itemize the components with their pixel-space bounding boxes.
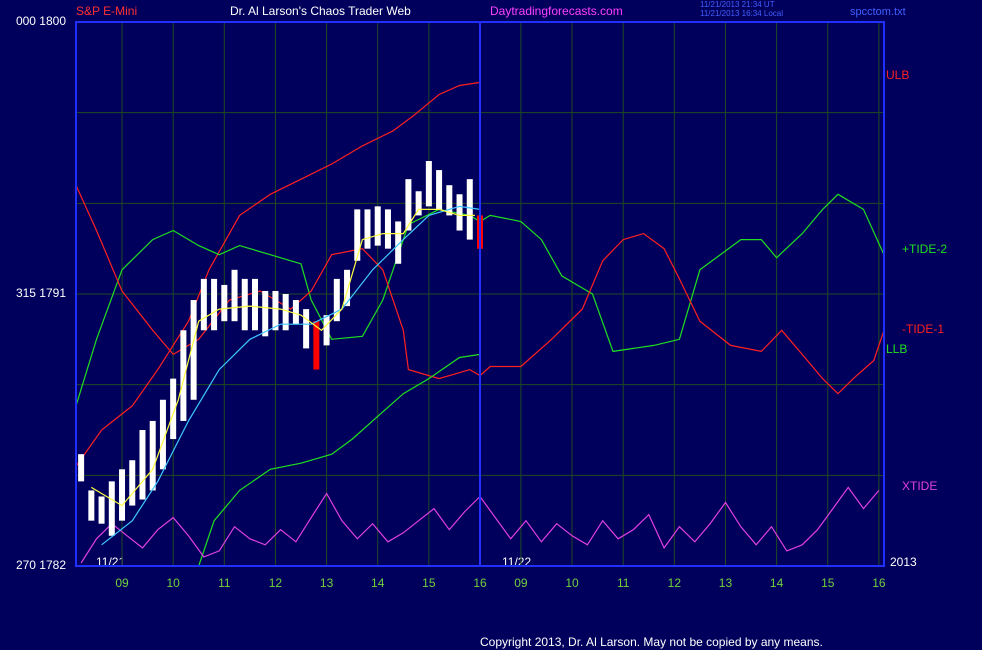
price-bar [149,420,156,491]
legend-label: -TIDE-1 [902,322,944,336]
x-tick-label: 11 [617,576,630,590]
x-tick-label: 10 [166,576,180,590]
file-name: spcctom.txt [850,6,906,18]
price-bar [282,294,289,331]
timestamp: 11/21/2013 16:34 Local [700,9,783,18]
price-bar [384,209,391,249]
series-line [198,353,481,567]
price-bar [119,469,126,521]
price-bar [98,496,105,524]
price-bar [190,300,197,400]
price-bar [313,321,320,370]
x-tick-label: 14 [770,576,784,590]
price-bar [425,161,432,207]
y-tick-label: 270 1782 [16,558,66,572]
x-tick-label: 12 [269,576,283,590]
legend-label: LLB [886,342,907,356]
x-tick-label: 16 [872,576,886,590]
x-tick-label: 09 [514,576,528,590]
x-tick-label: 11 [218,576,231,590]
date-label: 11/21 [96,555,125,569]
price-bar [323,315,330,346]
price-bar [170,378,177,440]
price-bar [88,490,95,521]
price-bar [405,179,412,231]
price-bar [333,278,340,322]
price-bar [374,206,381,246]
price-bar [180,330,187,421]
x-tick-label: 16 [473,576,487,590]
y-tick-label: 000 1800 [16,14,66,28]
date-label: 11/22 [502,555,531,569]
price-bar [436,170,443,210]
price-bar [262,290,269,337]
series-line [75,81,481,467]
y-tick-label: 315 1791 [16,286,66,300]
price-bar [251,278,258,331]
x-tick-label: 12 [668,576,682,590]
x-tick-label: 15 [422,576,436,590]
price-bar [78,454,85,482]
price-bar [108,481,115,536]
legend-label: XTIDE [902,479,937,493]
price-bar [200,278,207,331]
series-line [101,205,481,546]
price-bar [456,194,463,231]
price-bar [211,278,218,331]
x-tick-label: 15 [821,576,835,590]
site: Daytradingforecasts.com [490,4,623,18]
price-bar [354,209,361,261]
x-tick-label: 13 [719,576,733,590]
price-bar [415,191,422,216]
price-bar [241,278,248,331]
price-bar [139,430,146,500]
price-bar [303,309,310,349]
price-bar [364,209,371,249]
timestamp: 11/21/2013 21:34 UT [700,0,775,9]
series-line [75,193,885,406]
series-line [90,208,475,507]
price-bar [221,284,228,322]
price-bar [231,269,238,322]
symbol: S&P E-Mini [76,4,137,18]
chart-title: Dr. Al Larson's Chaos Trader Web [230,4,411,18]
x-tick-label: 10 [565,576,579,590]
date-label: 2013 [890,555,917,569]
legend-label: +TIDE-2 [902,242,947,256]
price-bar [344,269,351,307]
price-bar [466,179,473,240]
x-tick-label: 13 [320,576,334,590]
legend-label: ULB [886,68,909,82]
series-line [75,184,885,395]
price-bar [446,185,453,216]
price-bar [129,460,136,506]
copyright: Copyright 2013, Dr. Al Larson. May not b… [480,635,823,649]
price-bar [395,221,402,264]
x-tick-label: 14 [371,576,385,590]
price-bar [272,290,279,331]
price-bar [159,399,166,470]
price-bar [292,300,299,325]
x-tick-label: 09 [115,576,129,590]
